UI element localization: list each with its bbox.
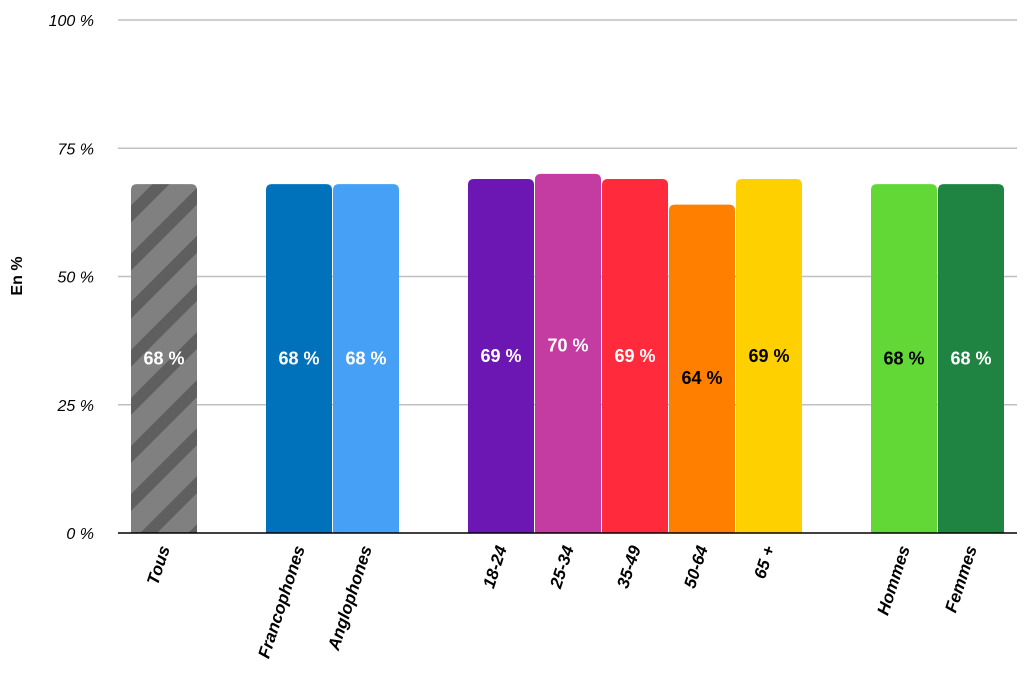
x-tick-label: 65 + <box>750 543 778 581</box>
x-tick-label: 18-24 <box>479 543 511 591</box>
data-label: 64 % <box>681 368 722 388</box>
x-tick-label: Anglophones <box>324 543 376 653</box>
y-tick-label: 100 % <box>49 13 94 30</box>
y-tick-label: 50 % <box>58 270 94 287</box>
data-label: 68 % <box>278 349 319 369</box>
bar-18-24 <box>468 179 534 533</box>
bar-tous <box>131 184 197 533</box>
x-tick-label: Tous <box>143 543 173 587</box>
bar-35-49 <box>602 179 668 533</box>
y-tick-label: 75 % <box>58 141 94 158</box>
data-label: 69 % <box>480 346 521 366</box>
y-tick-label: 25 % <box>57 398 94 415</box>
data-label: 69 % <box>614 346 655 366</box>
data-label: 69 % <box>748 346 789 366</box>
bar-francophones <box>266 184 332 533</box>
x-tick-label: Hommes <box>874 543 914 617</box>
x-tick-label: 25-34 <box>546 543 578 592</box>
data-label: 68 % <box>345 349 386 369</box>
y-tick-label: 0 % <box>66 526 94 543</box>
x-tick-label: 35-49 <box>613 543 645 591</box>
y-axis-label: En % <box>9 256 26 295</box>
data-label: 68 % <box>143 349 184 369</box>
data-label: 70 % <box>547 335 588 355</box>
data-label: 68 % <box>950 349 991 369</box>
bar-femmes <box>938 184 1004 533</box>
bars <box>131 173 1004 533</box>
bar-50-64 <box>669 204 735 533</box>
bar-65 <box>736 179 802 533</box>
bar-25-34 <box>535 173 601 533</box>
x-axis-ticks: Tous Francophones Anglophones 18-24 25-34 35-… <box>143 543 980 661</box>
data-label: 68 % <box>883 349 924 369</box>
bar-anglophones <box>333 184 399 533</box>
x-tick-label: Femmes <box>941 543 980 614</box>
x-tick-label: 50-64 <box>680 543 712 591</box>
x-tick-label: Francophones <box>255 543 309 660</box>
y-axis-ticks: 0 % 25 % 50 % 75 % 100 % <box>49 13 94 543</box>
bar-hommes <box>871 184 937 533</box>
data-labels: 68 % 68 % 68 % 69 % 70 % 69 % 64 % 69 % 68 % 68 % <box>143 335 991 387</box>
